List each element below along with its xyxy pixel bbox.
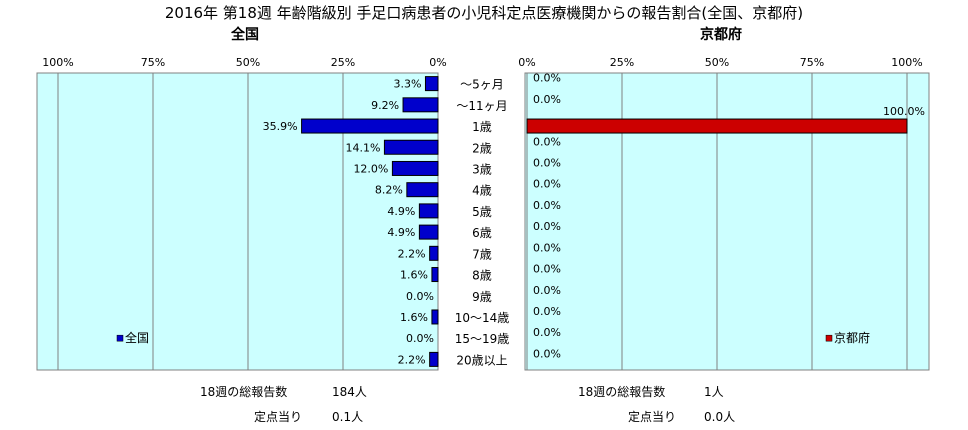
category-label: 10〜14歳 — [455, 311, 510, 325]
left-value-label: 2.2% — [398, 353, 426, 366]
category-label: 4歳 — [472, 184, 492, 198]
category-label: 9歳 — [472, 290, 492, 304]
left-value-label: 8.2% — [375, 184, 403, 197]
left-bar — [418, 203, 439, 219]
right-bar — [526, 118, 908, 134]
left-legend-swatch — [116, 334, 124, 342]
right-value-label: 0.0% — [533, 326, 561, 339]
category-label: 20歳以上 — [456, 353, 507, 367]
left-bar — [431, 309, 439, 325]
left-bar — [391, 160, 439, 176]
left-value-label: 14.1% — [345, 141, 380, 154]
left-plot-area — [36, 72, 439, 371]
right-value-label: 0.0% — [533, 347, 561, 360]
left-total-value: 184人 — [332, 385, 367, 399]
category-label: 15〜19歳 — [455, 332, 510, 346]
right-plot-area — [524, 72, 930, 371]
left-tick-label: 100% — [42, 56, 73, 69]
right-per-value: 0.0人 — [704, 410, 736, 424]
right-tick-label: 25% — [610, 56, 634, 69]
left-per-value: 0.1人 — [332, 410, 364, 424]
category-label: 5歳 — [472, 205, 492, 219]
right-value-label: 0.0% — [533, 220, 561, 233]
right-value-label: 0.0% — [533, 178, 561, 191]
left-value-label: 9.2% — [371, 99, 399, 112]
left-bar — [418, 224, 439, 240]
right-legend-swatch — [825, 334, 833, 342]
right-value-label: 0.0% — [533, 263, 561, 276]
right-tick-label: 100% — [891, 56, 922, 69]
left-per-label: 定点当り — [254, 410, 303, 424]
right-value-label: 0.0% — [533, 156, 561, 169]
left-value-label: 4.9% — [387, 226, 415, 239]
left-total-label: 18週の総報告数 — [200, 385, 288, 399]
right-total-value: 1人 — [704, 385, 724, 399]
right-legend-label: 京都府 — [834, 330, 870, 345]
left-bar — [383, 139, 439, 155]
category-label: 6歳 — [472, 226, 492, 240]
left-tick-label: 75% — [141, 56, 165, 69]
chart-title: 2016年 第18週 年齢階級別 手足口病患者の小児科定点医療機関からの報告割合… — [164, 4, 804, 22]
left-subtitle: 全国 — [231, 27, 259, 43]
left-value-label: 4.9% — [387, 205, 415, 218]
right-value-label: 0.0% — [533, 241, 561, 254]
left-value-label: 1.6% — [400, 269, 428, 282]
left-value-label: 2.2% — [398, 247, 426, 260]
right-tick-label: 50% — [705, 56, 729, 69]
left-tick-label: 25% — [331, 56, 355, 69]
right-subtitle: 京都府 — [700, 27, 742, 43]
left-value-label: 0.0% — [406, 332, 434, 345]
right-value-label: 0.0% — [533, 305, 561, 318]
left-bar — [402, 97, 439, 113]
category-label: 3歳 — [472, 162, 492, 176]
left-bar — [406, 182, 439, 198]
right-tick-label: 0% — [518, 56, 535, 69]
right-tick-label: 75% — [800, 56, 824, 69]
right-per-label: 定点当り — [628, 410, 677, 424]
right-value-label: 0.0% — [533, 284, 561, 297]
category-label: 1歳 — [472, 120, 492, 134]
right-value-label: 0.0% — [533, 199, 561, 212]
left-value-label: 1.6% — [400, 311, 428, 324]
left-bar — [431, 267, 439, 283]
right-value-label: 100.0% — [883, 105, 925, 118]
left-bar — [424, 76, 439, 92]
category-label: 8歳 — [472, 269, 492, 283]
right-value-label: 0.0% — [533, 72, 561, 85]
left-tick-label: 50% — [236, 56, 260, 69]
left-tick-label: 0% — [429, 56, 446, 69]
right-value-label: 0.0% — [533, 135, 561, 148]
right-total-label: 18週の総報告数 — [578, 385, 666, 399]
left-legend-label: 全国 — [125, 330, 149, 345]
left-value-label: 0.0% — [406, 290, 434, 303]
left-value-label: 12.0% — [353, 162, 388, 175]
left-value-label: 35.9% — [263, 120, 298, 133]
right-value-label: 0.0% — [533, 93, 561, 106]
category-label: 7歳 — [472, 247, 492, 261]
left-value-label: 3.3% — [394, 78, 422, 91]
category-label: 2歳 — [472, 141, 492, 155]
left-bar — [301, 118, 439, 134]
category-label: 〜11ヶ月 — [456, 99, 507, 113]
category-label: 〜5ヶ月 — [460, 78, 504, 92]
left-bar — [429, 245, 439, 261]
left-bar — [429, 351, 439, 367]
